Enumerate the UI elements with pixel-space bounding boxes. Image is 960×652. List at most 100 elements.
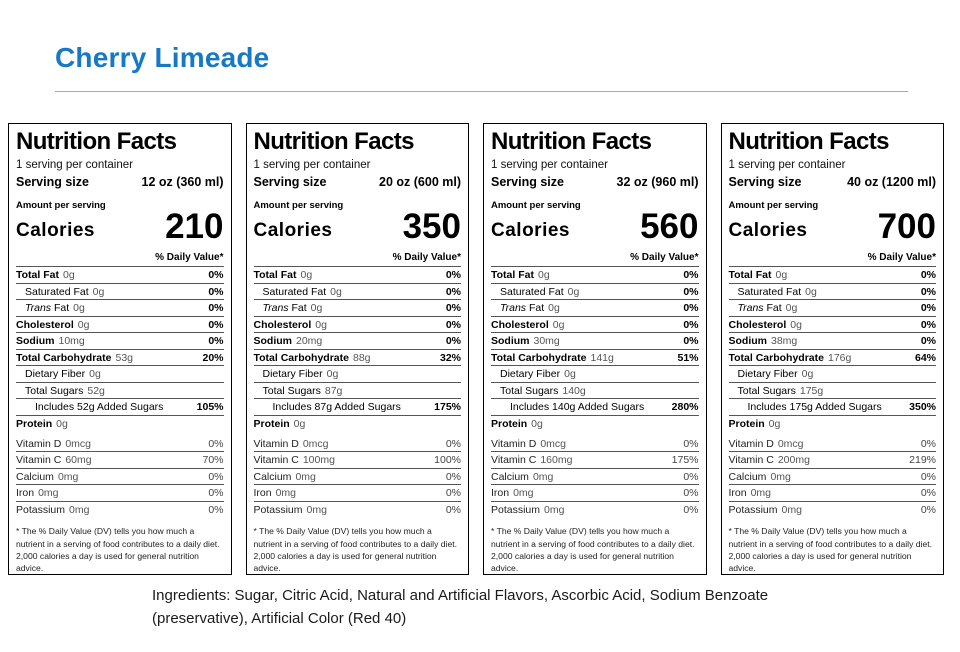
serving-size-value: 32 oz (960 ml): [616, 175, 699, 190]
footnote: * The % Daily Value (DV) tells you how m…: [728, 526, 933, 573]
nutrient-row: Total Sugars 87g: [253, 381, 461, 399]
nutrient-row: Total Sugars 175g: [728, 381, 936, 399]
nutrient-row: Calcium 0mg 0%: [253, 467, 461, 485]
vitamin-rows: Vitamin D 0mcg 0% Vitamin C 200mg 219% Cal…: [728, 436, 936, 518]
nutrient-name: Potassium 0mg: [16, 504, 89, 516]
nutrient-row: Total Sugars 140g: [491, 381, 699, 399]
nutrient-name: Dietary Fiber 0g: [491, 368, 576, 380]
nutrient-name-text: Vitamin D: [16, 437, 62, 450]
nutrient-amount: 160mg: [540, 454, 573, 467]
nutrient-name: Cholesterol 0g: [729, 319, 802, 331]
nutrient-row: Vitamin C 200mg 219%: [728, 451, 936, 468]
nutrient-row: Iron 0mg 0%: [253, 484, 461, 501]
nutrient-name-text: Calcium: [728, 470, 767, 483]
nutrient-name: Calcium 0mg: [491, 471, 553, 483]
nutrient-dv: 0%: [208, 285, 224, 298]
footnote: * The % Daily Value (DV) tells you how m…: [253, 526, 458, 573]
nutrient-name: Total Fat 0g: [254, 269, 313, 281]
nutrient-dv: 175%: [434, 401, 461, 414]
nutrient-name: Trans Fat 0g: [254, 302, 323, 314]
daily-value-header: % Daily Value*: [867, 251, 936, 263]
nutrient-name-text: Calcium: [16, 470, 54, 483]
nutrient-dv: 0%: [920, 335, 936, 348]
nutrient-row: Potassium 0mg 0%: [16, 500, 224, 518]
nutrient-name: Potassium 0mg: [254, 504, 327, 516]
nutrient-row: Dietary Fiber 0g: [16, 365, 224, 382]
nutrient-name: Vitamin C 160mg: [491, 454, 572, 466]
nutrient-name: Dietary Fiber 0g: [16, 368, 101, 380]
nutrient-dv: 0%: [445, 503, 461, 516]
nutrient-amount: 0mg: [275, 487, 297, 500]
nutrient-name-text: Total Carbohydrate: [16, 351, 112, 364]
nutrient-name-text: Total Carbohydrate: [491, 351, 587, 364]
nutrient-name: Protein 0g: [729, 418, 781, 430]
nutrient-amount: 0g: [801, 368, 814, 381]
serving-size-label: Serving size: [253, 175, 327, 190]
nutrient-row: Sodium 38mg 0%: [728, 332, 936, 349]
nutrient-name: Vitamin C 60mg: [16, 454, 92, 466]
nutrient-name-text: Dietary Fiber: [737, 368, 798, 381]
nutrient-name: Vitamin D 0mcg: [729, 438, 804, 450]
amount-per-serving: Amount per serving: [728, 200, 819, 212]
nutrient-name-text: Calcium: [253, 470, 292, 483]
nutrient-name: Total Carbohydrate 176g: [729, 352, 852, 364]
nutrient-row: Calcium 0mg 0%: [16, 467, 224, 485]
nutrient-amount: 0mg: [306, 503, 327, 516]
nutrient-name-text: Total Sugars: [25, 384, 84, 397]
nutrient-row: Protein 0g: [16, 415, 224, 432]
nutrient-row: Vitamin C 100mg 100%: [253, 451, 461, 468]
nutrient-amount: 0g: [775, 268, 788, 281]
calories-row: Calories 350: [254, 209, 462, 244]
serving-size-row: Serving size 32 oz (960 ml): [491, 175, 699, 189]
nutrient-name: Total Sugars 140g: [491, 385, 586, 397]
nutrient-name-italic: Trans: [500, 302, 529, 315]
nutrient-dv: 0%: [683, 487, 699, 500]
nutrient-dv: 0%: [683, 302, 699, 315]
nutrient-amount: 0mg: [57, 470, 79, 483]
nutrient-dv: 175%: [671, 454, 699, 467]
nutrient-name: Dietary Fiber 0g: [729, 368, 814, 380]
calories-row: Calories 700: [728, 209, 937, 244]
nutrient-dv: 0%: [920, 437, 936, 450]
nutrition-label: Nutrition Facts 1 serving per container …: [720, 123, 944, 575]
serving-size-label: Serving size: [728, 175, 802, 190]
nutrient-amount: 0g: [89, 368, 101, 381]
nutrient-name-text: Iron: [728, 487, 747, 500]
nutrient-row: Includes 175g Added Sugars 350%: [728, 398, 936, 415]
nutrient-name-text: Iron: [16, 487, 35, 500]
nutrient-name: Potassium 0mg: [729, 504, 802, 516]
nutrient-name-text: Includes 175g Added Sugars: [747, 401, 882, 414]
nutrient-amount: 100mg: [302, 454, 335, 467]
nutrient-row: Protein 0g: [253, 415, 461, 432]
nutrient-name: Cholesterol 0g: [16, 319, 89, 331]
nutrient-amount: 10mg: [58, 335, 85, 348]
nutrient-name: Protein 0g: [491, 418, 543, 430]
calories-label: Calories: [728, 219, 808, 241]
nutrient-row: Includes 52g Added Sugars 105%: [16, 398, 224, 415]
nutrient-name-text: Protein: [491, 418, 528, 430]
nutrient-dv: 0%: [920, 318, 936, 331]
label-heading: Nutrition Facts: [16, 128, 177, 155]
footnote: * The % Daily Value (DV) tells you how m…: [16, 526, 220, 573]
nutrient-row: Cholesterol 0g 0%: [16, 315, 224, 333]
nutrient-row: Trans Fat 0g 0%: [728, 299, 936, 316]
nutrient-name-text: Total Sugars: [262, 384, 321, 397]
nutrient-amount: 0g: [293, 418, 306, 430]
nutrient-amount: 60mg: [65, 454, 92, 467]
nutrient-name-text: Total Fat: [253, 268, 297, 281]
nutrient-row: Saturated Fat 0g 0%: [728, 282, 936, 300]
nutrient-amount: 0g: [56, 418, 68, 430]
nutrient-name: Calcium 0mg: [254, 471, 316, 483]
nutrient-amount: 0mg: [532, 470, 554, 483]
nutrient-name-text: Potassium: [253, 503, 303, 516]
nutrient-dv: 0%: [683, 318, 699, 331]
nutrition-label: Nutrition Facts 1 serving per container …: [483, 123, 707, 575]
nutrient-dv: 0%: [445, 302, 461, 315]
nutrient-row: Dietary Fiber 0g: [728, 365, 936, 382]
nutrient-name-text: Saturated Fat: [262, 285, 327, 298]
nutrient-name: Total Carbohydrate 53g: [16, 352, 133, 364]
nutrient-rows: Total Fat 0g 0% Saturated Fat 0g 0% Trans …: [16, 265, 224, 432]
nutrient-dv: 0%: [920, 268, 936, 281]
nutrient-dv: 0%: [208, 335, 224, 348]
